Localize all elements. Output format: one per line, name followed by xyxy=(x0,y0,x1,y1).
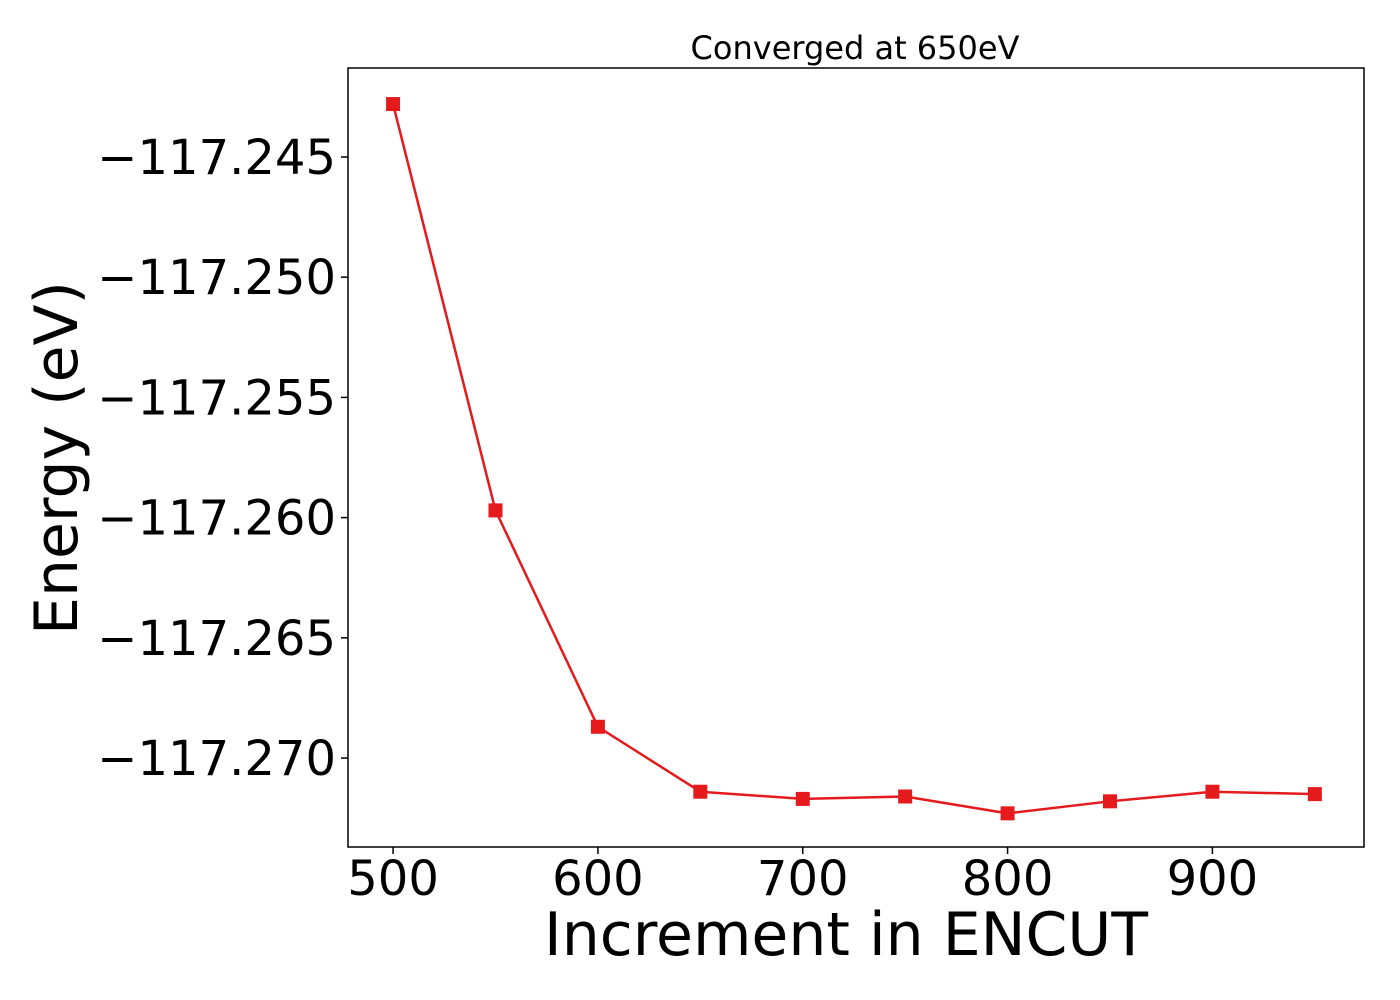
data-point-marker xyxy=(1307,787,1322,802)
x-axis-label: Increment in ENCUT xyxy=(544,900,1148,970)
y-tick-label: −117.260 xyxy=(97,491,336,547)
y-tick-label: −117.245 xyxy=(97,130,336,186)
y-tick-label: −117.265 xyxy=(97,611,336,667)
data-point-marker xyxy=(1103,794,1117,809)
series-layer xyxy=(386,97,1322,821)
y-tick-label: −117.250 xyxy=(97,250,336,306)
data-point-marker xyxy=(1205,784,1220,799)
data-point-marker xyxy=(693,784,708,799)
data-point-marker xyxy=(386,97,401,112)
data-point-marker xyxy=(590,719,605,734)
y-axis-ticks: −117.245 −117.250 −117.255 −117.260 −117.265… xyxy=(97,130,348,787)
plot-area-frame xyxy=(347,67,1365,848)
series-line xyxy=(391,103,1315,815)
data-point-marker xyxy=(898,789,913,804)
x-tick-label: 700 xyxy=(757,851,849,907)
x-tick-label: 600 xyxy=(552,851,644,907)
y-axis-label: Energy (eV) xyxy=(22,281,92,635)
x-axis-ticks: 500 600 700 800 900 xyxy=(347,847,1258,907)
data-point-marker xyxy=(488,503,503,518)
x-tick-label: 800 xyxy=(962,851,1054,907)
x-tick-label: 900 xyxy=(1167,851,1259,907)
y-tick-label: −117.255 xyxy=(97,370,336,426)
data-point-marker xyxy=(1000,806,1015,821)
x-tick-label: 500 xyxy=(347,851,439,907)
data-point-marker xyxy=(795,791,810,806)
chart-title: Converged at 650eV xyxy=(691,29,1020,67)
y-tick-label: −117.270 xyxy=(97,731,336,787)
